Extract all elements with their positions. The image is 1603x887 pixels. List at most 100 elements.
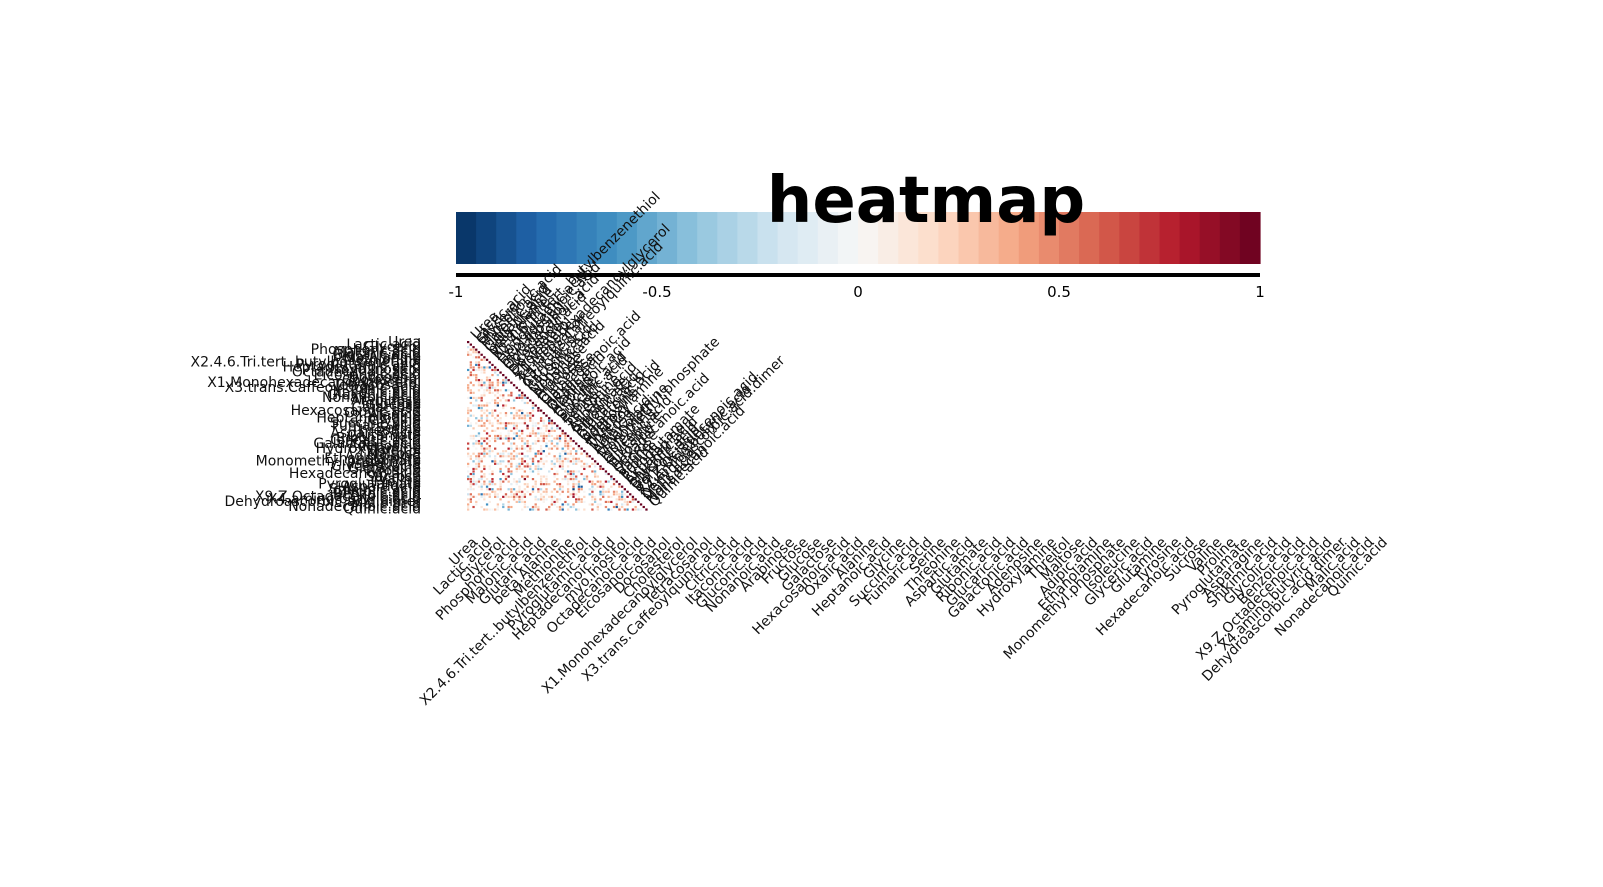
heatmap-cell (475, 457, 478, 460)
heatmap-cell (539, 498, 543, 501)
heatmap-cell (483, 384, 486, 387)
heatmap-cell (483, 389, 486, 392)
heatmap-cell (507, 460, 510, 463)
heatmap-cell (593, 462, 597, 465)
heatmap-cell (529, 417, 532, 420)
heatmap-cell (480, 424, 483, 427)
heatmap-cell (577, 485, 581, 488)
heatmap-cell (475, 422, 478, 425)
heatmap-cell (526, 442, 529, 445)
heatmap-cell (572, 470, 575, 473)
heatmap-cell (521, 417, 524, 420)
heatmap-cell (596, 508, 599, 511)
heatmap-cell (515, 414, 518, 417)
heatmap-cell (510, 437, 513, 440)
heatmap-cell (539, 419, 543, 422)
heatmap-cell (577, 498, 581, 501)
heatmap-cell (483, 475, 486, 478)
heatmap-cell (483, 422, 486, 425)
heatmap-cell (575, 475, 578, 478)
heatmap-cell (499, 483, 502, 486)
heatmap-cell (526, 490, 529, 493)
row-label: Glyceric.acid (331, 459, 421, 475)
heatmap-cell (583, 467, 586, 471)
heatmap-cell (488, 450, 491, 453)
heatmap-cell (612, 505, 616, 509)
heatmap-cell (526, 424, 529, 427)
heatmap-cell (510, 452, 513, 455)
heatmap-cell (475, 500, 478, 504)
heatmap-cell (575, 442, 578, 445)
heatmap-cell (526, 427, 529, 430)
heatmap-cell (491, 437, 494, 440)
colorbar-bin (576, 212, 598, 264)
heatmap-cell (472, 351, 475, 354)
heatmap-cell (521, 447, 524, 450)
heatmap-cell (507, 447, 510, 450)
heatmap-cell (515, 480, 518, 483)
heatmap-cell (510, 465, 513, 468)
heatmap-cell (545, 434, 548, 438)
heatmap-cell (534, 495, 537, 498)
heatmap-cell (467, 478, 470, 481)
heatmap-cell (488, 412, 491, 415)
heatmap-cell (550, 460, 554, 463)
heatmap-cell (512, 424, 516, 427)
heatmap-cell (504, 381, 508, 384)
heatmap-cell (585, 478, 589, 481)
heatmap-cell (531, 508, 535, 511)
heatmap-cell (467, 376, 470, 379)
heatmap-cell (548, 422, 551, 425)
heatmap-cell (572, 488, 575, 491)
heatmap-cell (539, 495, 543, 498)
heatmap-cell (477, 384, 481, 387)
heatmap-cell (561, 485, 564, 488)
heatmap-cell (618, 483, 621, 486)
heatmap-cell (561, 432, 564, 435)
heatmap-cell (521, 490, 524, 493)
heatmap-cell (534, 442, 537, 445)
heatmap-cell (521, 467, 524, 471)
heatmap-cell (529, 447, 532, 450)
heatmap-cell (480, 358, 483, 361)
heatmap-cell (507, 437, 510, 440)
heatmap-cell (496, 404, 500, 407)
row-label: Lactic.acid (346, 337, 421, 353)
heatmap-cell (467, 424, 470, 427)
heatmap-cell (556, 505, 559, 509)
heatmap-cell (521, 414, 524, 417)
heatmap-cell (545, 424, 548, 427)
heatmap-cell (488, 389, 491, 392)
heatmap-cell (537, 439, 540, 443)
heatmap-cell (467, 493, 470, 496)
row-label: Arabinose (351, 393, 421, 409)
heatmap-cell (488, 508, 491, 511)
heatmap-cell (467, 368, 470, 372)
heatmap-cell (475, 368, 478, 372)
heatmap-cell (475, 351, 478, 354)
heatmap-cell (494, 483, 497, 486)
heatmap-cell (575, 483, 578, 486)
heatmap-cell (615, 503, 618, 506)
colorbar-bin (858, 212, 879, 264)
heatmap-cell (472, 414, 475, 417)
heatmap-cell (523, 401, 527, 405)
heatmap-cell (502, 480, 505, 483)
heatmap-cell (472, 480, 475, 483)
heatmap-cell (467, 386, 470, 389)
heatmap-cell (480, 409, 483, 412)
row-label: Glucose (365, 398, 421, 414)
heatmap-cell (480, 368, 483, 372)
heatmap-cell (469, 343, 472, 346)
heatmap-cell (496, 503, 500, 506)
heatmap-cell (593, 495, 597, 498)
heatmap-cell (480, 485, 483, 488)
heatmap-cell (494, 368, 497, 372)
heatmap-cell (469, 434, 472, 438)
heatmap-cell (599, 467, 602, 471)
heatmap-cell (626, 500, 629, 504)
heatmap-cell (531, 404, 535, 407)
heatmap-cell (477, 379, 481, 382)
heatmap-cell (475, 439, 478, 443)
heatmap-cell (588, 455, 591, 458)
